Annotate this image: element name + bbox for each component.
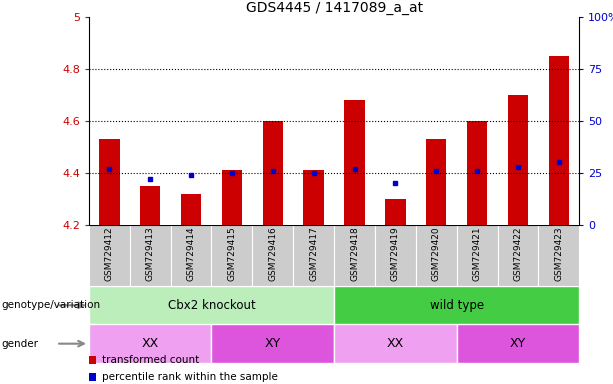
- Bar: [89, 225, 130, 286]
- Title: GDS4445 / 1417089_a_at: GDS4445 / 1417089_a_at: [246, 1, 422, 15]
- Text: XX: XX: [387, 337, 404, 350]
- Bar: [334, 225, 375, 286]
- Text: gender: gender: [1, 339, 38, 349]
- Bar: [303, 170, 324, 225]
- Bar: [498, 225, 538, 286]
- Bar: [334, 324, 457, 363]
- Text: GSM729415: GSM729415: [227, 227, 237, 281]
- Text: GSM729418: GSM729418: [350, 227, 359, 281]
- Bar: [222, 170, 242, 225]
- Bar: [253, 225, 293, 286]
- Text: wild type: wild type: [430, 299, 484, 312]
- Text: XX: XX: [142, 337, 159, 350]
- Text: XY: XY: [510, 337, 526, 350]
- Text: GSM729413: GSM729413: [146, 227, 154, 281]
- Text: GSM729422: GSM729422: [514, 227, 522, 281]
- Bar: [130, 225, 170, 286]
- Bar: [89, 324, 211, 363]
- Bar: [181, 194, 201, 225]
- Bar: [549, 56, 569, 225]
- Bar: [375, 225, 416, 286]
- Bar: [416, 225, 457, 286]
- Bar: [170, 225, 211, 286]
- Bar: [293, 225, 334, 286]
- Text: GSM729421: GSM729421: [473, 227, 482, 281]
- Bar: [467, 121, 487, 225]
- Bar: [99, 139, 120, 225]
- Text: GSM729417: GSM729417: [309, 227, 318, 281]
- Bar: [211, 324, 334, 363]
- Text: transformed count: transformed count: [102, 355, 200, 365]
- Bar: [457, 324, 579, 363]
- Bar: [508, 95, 528, 225]
- Bar: [538, 225, 579, 286]
- Text: GSM729420: GSM729420: [432, 227, 441, 281]
- Text: Cbx2 knockout: Cbx2 knockout: [167, 299, 256, 312]
- Text: genotype/variation: genotype/variation: [1, 300, 101, 310]
- Bar: [385, 199, 406, 225]
- Bar: [334, 286, 579, 324]
- Bar: [211, 225, 253, 286]
- Bar: [89, 286, 334, 324]
- Text: GSM729414: GSM729414: [186, 227, 196, 281]
- Text: GSM729412: GSM729412: [105, 227, 114, 281]
- Bar: [426, 139, 446, 225]
- Text: percentile rank within the sample: percentile rank within the sample: [102, 372, 278, 382]
- Text: GSM729423: GSM729423: [554, 227, 563, 281]
- Text: XY: XY: [265, 337, 281, 350]
- Bar: [262, 121, 283, 225]
- Bar: [345, 100, 365, 225]
- Bar: [457, 225, 498, 286]
- Text: GSM729416: GSM729416: [268, 227, 277, 281]
- Bar: [140, 186, 161, 225]
- Text: GSM729419: GSM729419: [391, 227, 400, 281]
